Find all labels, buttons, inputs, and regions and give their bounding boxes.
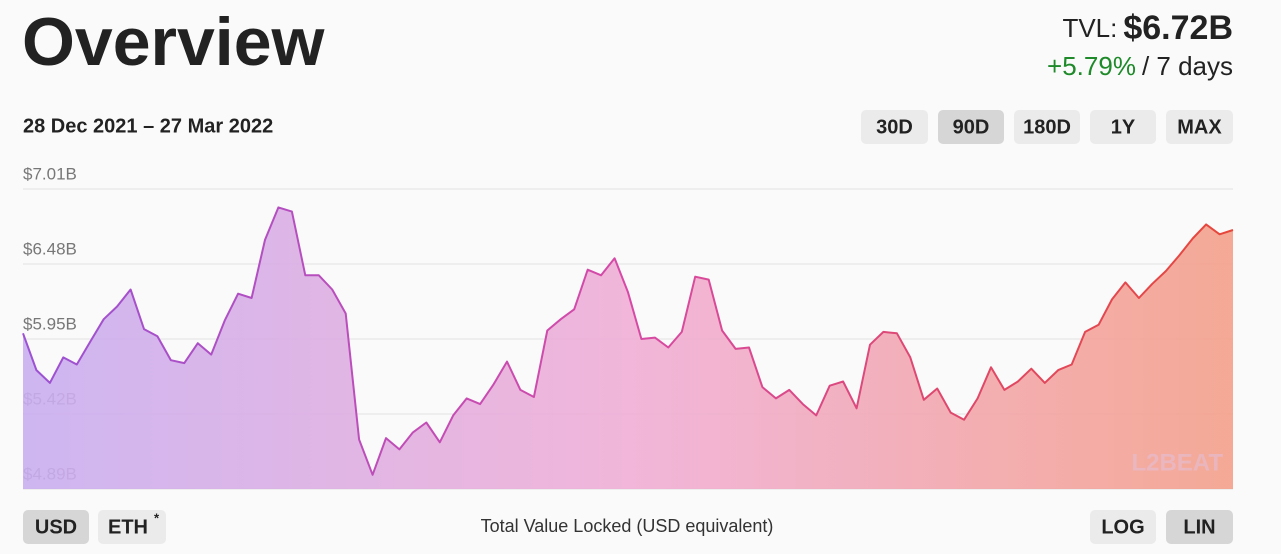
button-bg: [1090, 510, 1156, 544]
button-bg: [98, 510, 166, 544]
toggle-button[interactable]: USD: [23, 510, 89, 544]
tvl-change: +5.79%/ 7 days: [1047, 51, 1233, 81]
button-label: 30D: [876, 116, 913, 138]
button-label: MAX: [1177, 116, 1222, 138]
button-bg: [23, 510, 89, 544]
button-bg: [1166, 110, 1233, 144]
button-label: USD: [35, 516, 77, 538]
date-range: 28 Dec 2021 – 27 Mar 2022: [23, 115, 273, 137]
toggle-button[interactable]: 30D: [861, 110, 928, 144]
watermark: L2BEAT: [1131, 449, 1223, 476]
plot-area: $4.89B$5.42B$5.95B$6.48B$7.01B: [22, 164, 1234, 490]
button-label: 1Y: [1111, 116, 1136, 138]
toggle-button[interactable]: MAX: [1166, 110, 1233, 144]
button-bg: [1090, 110, 1156, 144]
button-label: LOG: [1101, 516, 1144, 538]
toggle-button[interactable]: 1Y: [1090, 110, 1156, 144]
toggle-button[interactable]: 180D: [1014, 110, 1080, 144]
y-tick-label: $7.01B: [23, 164, 77, 183]
y-tick-label: $6.48B: [23, 239, 77, 258]
tvl-label: TVL:: [1062, 13, 1117, 43]
button-sup: *: [154, 510, 160, 525]
area-line: [22, 206, 1234, 476]
button-bg: [938, 110, 1004, 144]
toggle-button[interactable]: LIN: [1166, 510, 1233, 544]
y-tick-label: $5.95B: [23, 314, 77, 333]
tvl: TVL: $6.72B: [1062, 9, 1233, 47]
toggle-button[interactable]: 90D: [938, 110, 1004, 144]
change-value: +5.79%: [1047, 51, 1136, 81]
button-label: 180D: [1023, 116, 1071, 138]
change-period: / 7 days: [1142, 51, 1233, 81]
area-fill: [23, 207, 1233, 489]
button-bg: [861, 110, 928, 144]
button-label: LIN: [1183, 516, 1215, 538]
tvl-value: $6.72B: [1123, 9, 1233, 47]
page-title: Overview: [22, 4, 326, 80]
toggle-button[interactable]: LOG: [1090, 510, 1156, 544]
button-bg: [1166, 510, 1233, 544]
toggle-button[interactable]: ETH *: [98, 510, 166, 544]
button-label: ETH: [108, 516, 148, 538]
button-bg: [1014, 110, 1080, 144]
button-label: 90D: [953, 116, 990, 138]
caption: Total Value Locked (USD equivalent): [481, 516, 774, 536]
